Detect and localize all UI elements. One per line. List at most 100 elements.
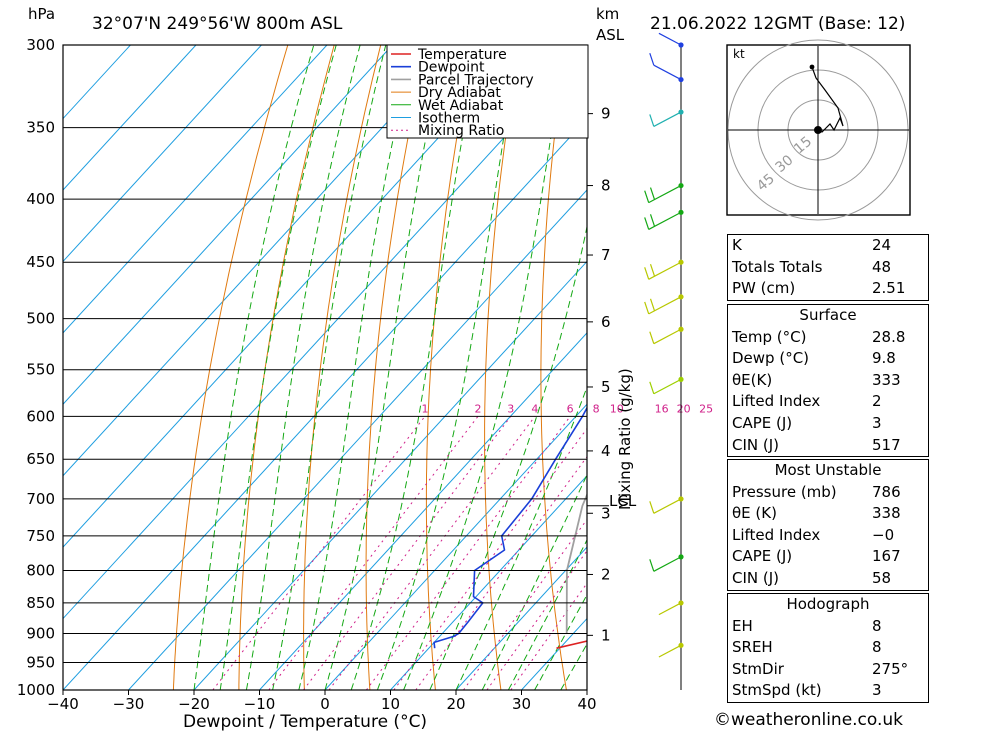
surface-temp-value: 28.8 [872, 327, 906, 346]
wind-barb-flag [649, 187, 656, 200]
isotherm-line [455, 546, 587, 690]
wind-barb-flag [644, 190, 650, 203]
dry-adiabat-line [172, 45, 289, 690]
isotherm-line [128, 189, 587, 690]
isotherm-line [63, 45, 393, 406]
mu-cin-label: CIN (J) [732, 568, 780, 587]
copyright-footer[interactable]: ©weatheronline.co.uk [714, 710, 904, 730]
surface-temp-label: Temp (°C) [732, 327, 807, 346]
pw-label: PW (cm) [732, 279, 796, 298]
height-tick-label: 9 [601, 105, 611, 123]
mu-li-label: Lifted Index [732, 525, 821, 544]
mixing-ratio-line [365, 416, 571, 690]
x-axis-title: Dewpoint / Temperature (°C) [183, 712, 427, 732]
k-index-value: 24 [872, 236, 892, 254]
plot-frame [62, 44, 588, 691]
pressure-tick-label: 500 [26, 310, 55, 328]
dry-adiabat-line [984, 45, 1000, 690]
temperature-tick-label: −40 [47, 695, 79, 713]
temperature-tick-label: 30 [512, 695, 531, 713]
legend-label: Wet Adiabat [418, 98, 504, 114]
wind-barb-shaft [653, 64, 682, 81]
wet-adiabat-line [350, 45, 481, 690]
pressure-tick-label: 750 [26, 527, 55, 545]
surface-li-value: 2 [872, 392, 882, 411]
hodograph-origin-marker [814, 126, 822, 134]
mixing-ratio-tick-label: 3 [507, 402, 514, 415]
isotherm-line [324, 403, 587, 690]
surface-dewp-value: 9.8 [872, 349, 896, 368]
wind-barb-flag [649, 559, 655, 572]
indices-table: K 24 Totals Totals 48 PW (cm) 2.51 [727, 234, 929, 301]
pressure-tick-label: 350 [26, 119, 55, 137]
pressure-tick-label: 400 [26, 190, 55, 208]
totals-label: Totals Totals [732, 257, 823, 276]
temperature-tick-label: 10 [381, 695, 400, 713]
height-tick-label: 2 [601, 565, 611, 583]
wind-barb-flag [649, 298, 656, 312]
parcel-trajectory [565, 492, 587, 634]
totals-value: 48 [872, 257, 892, 276]
mixing-ratio-tick-label: 8 [593, 402, 600, 415]
height-unit-label: km [596, 5, 619, 23]
wind-barb-shaft [653, 378, 682, 395]
wind-barb-flag [644, 217, 650, 230]
wind-barb-shaft [653, 328, 682, 345]
mixing-ratio-tick-label: 20 [677, 402, 691, 415]
mixing-ratio-tick-label: 25 [699, 402, 713, 415]
surface-table: Surface Temp (°C) 28.8 Dewp (°C) 9.8 θE(K)… [727, 304, 929, 458]
hodograph-end-marker [809, 64, 815, 70]
pressure-tick-label: 550 [26, 361, 55, 379]
surface-dewp-label: Dewp (°C) [732, 349, 810, 368]
location-title: 32°07'N 249°56'W 800m ASL [92, 14, 343, 34]
eh-label: EH [732, 616, 753, 635]
dewpoint-profile [433, 406, 587, 649]
mixing-ratio-tick-label: 6 [567, 402, 574, 415]
mixing-ratio-tick-label: 2 [474, 402, 481, 415]
wind-level-dot [678, 182, 684, 189]
mixing-ratio-tick-label: 4 [531, 402, 538, 415]
pressure-axis: 300 350 400 450 500 550 600 650 700 750 800 850 900 9… [17, 36, 587, 699]
wet-adiabat-line [193, 45, 315, 690]
wind-barb-shaft [648, 261, 682, 280]
pressure-tick-label: 900 [26, 625, 55, 643]
temperature-tick-label: 40 [577, 695, 596, 713]
isotherm-line [63, 45, 524, 548]
pressure-tick-label: 800 [26, 561, 55, 579]
wind-barb-shaft [653, 498, 682, 514]
isotherm-line [63, 45, 131, 120]
datetime-title: 21.06.2022 12GMT (Base: 12) [650, 14, 905, 34]
surface-cape-value: 3 [872, 413, 882, 432]
stmspd-label: StmSpd (kt) [732, 681, 822, 700]
legend-label: Dewpoint [418, 60, 485, 76]
temperature-tick-label: −20 [178, 695, 210, 713]
mixing-ratio-tick-label: 1 [421, 402, 428, 415]
isotherm-line [259, 332, 587, 690]
pressure-tick-label: 1000 [17, 681, 55, 699]
pressure-tick-label: 950 [26, 654, 55, 672]
wind-profile [644, 32, 684, 690]
surface-cin-label: CIN (J) [732, 435, 780, 454]
dry-adiabat-line [365, 45, 428, 690]
lcl-label: LCL [609, 492, 637, 510]
isotherm-line [63, 117, 587, 690]
pressure-tick-label: 700 [26, 490, 55, 508]
most-unstable-title: Most Unstable [774, 461, 882, 479]
isotherm-line [63, 45, 459, 477]
wind-barb-shaft [658, 644, 682, 658]
wet-adiabat-line [376, 45, 521, 690]
legend-label: Temperature [417, 47, 507, 63]
k-index-label: K [732, 236, 742, 254]
isotherm-line [63, 45, 197, 191]
height-axis: 1 2 3 4 5 6 7 8 9 [587, 105, 611, 644]
mu-theta-value: 338 [872, 504, 901, 523]
eh-value: 8 [872, 616, 882, 635]
most-unstable-table: Most Unstable Pressure (mb) 786 θE (K) 338… [727, 459, 929, 591]
mu-pressure-label: Pressure (mb) [732, 482, 837, 501]
wind-barb-flag [649, 331, 655, 344]
wind-barb-flag [649, 501, 655, 514]
pressure-tick-label: 850 [26, 594, 55, 612]
wind-barb-flag [649, 114, 655, 127]
mu-theta-label: θE (K) [732, 504, 777, 523]
